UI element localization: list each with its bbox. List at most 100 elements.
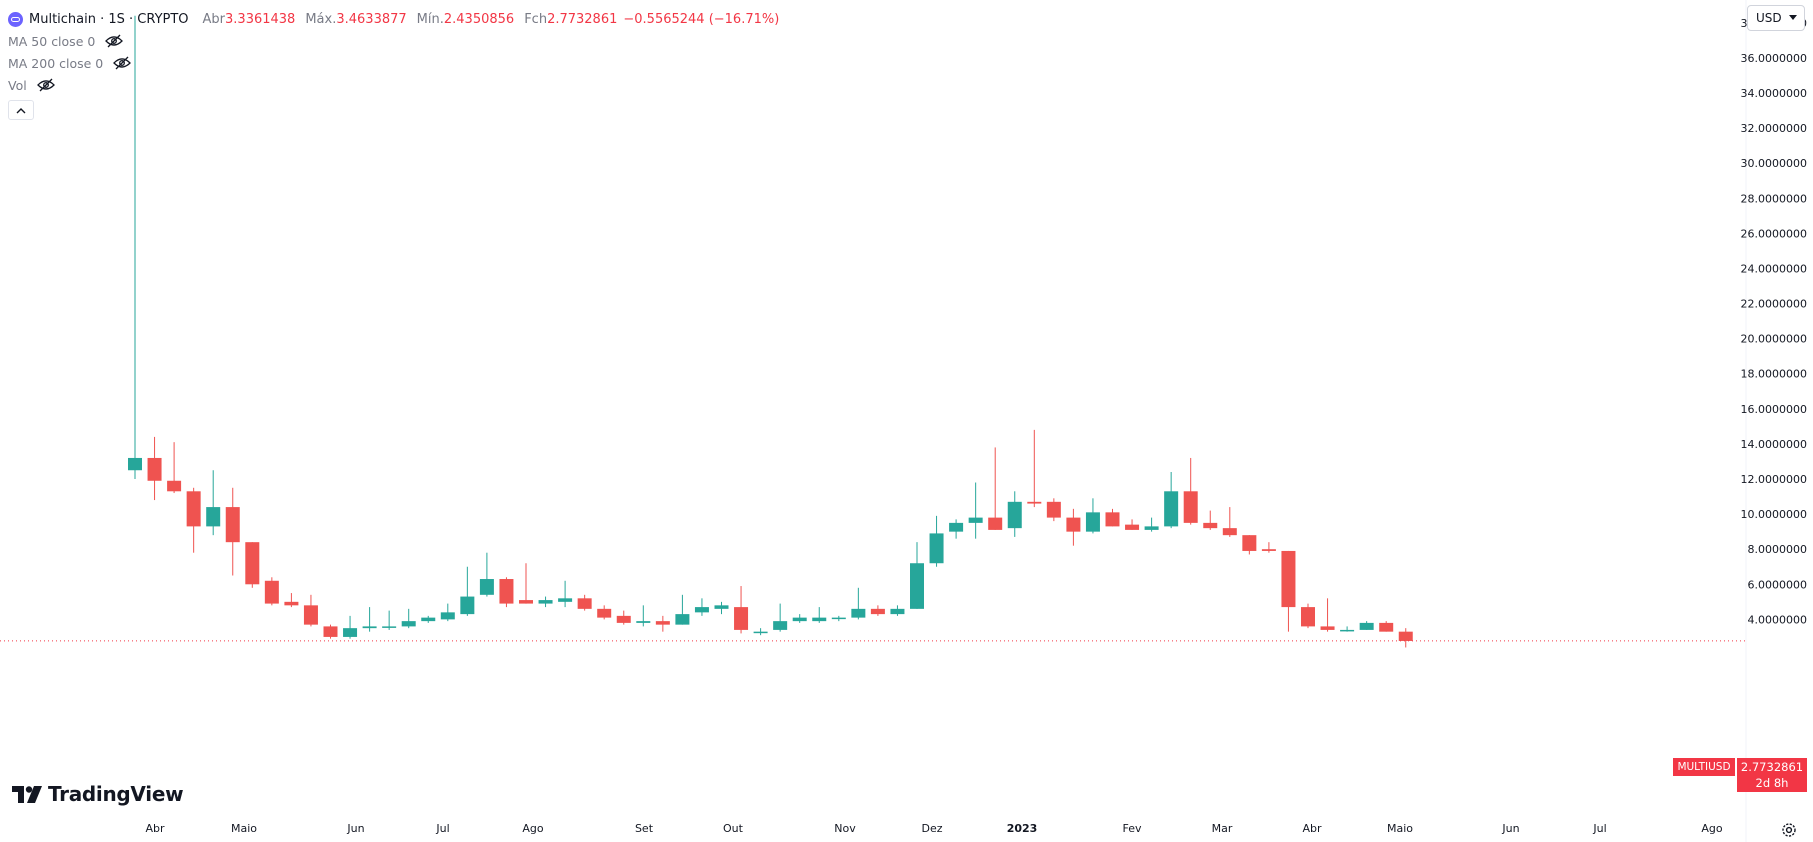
candle[interactable]: [1379, 621, 1394, 632]
candle[interactable]: [1281, 550, 1296, 632]
candle[interactable]: [910, 542, 924, 609]
eye-crossed-icon[interactable]: [113, 56, 132, 70]
candle-body: [753, 631, 768, 634]
candle[interactable]: [1046, 498, 1061, 522]
candle[interactable]: [225, 487, 240, 576]
candle[interactable]: [538, 596, 553, 608]
symbol-ohlc-row: Multichain · 1S · CRYPTO Abr 3.3361438 M…: [8, 8, 785, 30]
candle[interactable]: [929, 515, 944, 567]
candle[interactable]: [655, 615, 670, 632]
symbol-title[interactable]: Multichain · 1S · CRYPTO: [29, 11, 189, 27]
candle[interactable]: [1027, 429, 1042, 508]
price-tick-label: 8.0000000: [1748, 543, 1808, 556]
candle[interactable]: [1398, 628, 1413, 648]
candle[interactable]: [1144, 517, 1159, 532]
candle[interactable]: [1203, 510, 1218, 530]
candles-layer: [128, 15, 1413, 648]
candle[interactable]: [323, 624, 338, 639]
candle[interactable]: [812, 607, 827, 623]
candle[interactable]: [167, 442, 182, 494]
candle[interactable]: [870, 605, 885, 616]
tradingview-logo[interactable]: TradingView: [12, 782, 184, 806]
time-tick-label: Jul: [1592, 822, 1606, 835]
brand-name: TradingView: [48, 782, 184, 806]
candle[interactable]: [382, 610, 397, 630]
candle[interactable]: [499, 577, 514, 608]
candle[interactable]: [440, 603, 455, 622]
candle[interactable]: [1183, 457, 1198, 525]
candle[interactable]: [616, 610, 631, 625]
candle[interactable]: [988, 447, 1003, 530]
candle[interactable]: [186, 487, 201, 553]
candle-body: [1379, 622, 1394, 632]
candle[interactable]: [890, 605, 905, 616]
settings-gear-icon[interactable]: [1781, 822, 1797, 838]
candle-body: [1066, 517, 1081, 532]
candle-body: [1222, 528, 1237, 536]
candle[interactable]: [1085, 498, 1100, 534]
candle[interactable]: [675, 594, 690, 625]
candle[interactable]: [1340, 626, 1355, 632]
candle[interactable]: [362, 607, 377, 632]
candle[interactable]: [851, 587, 866, 620]
candle[interactable]: [831, 615, 846, 622]
candle[interactable]: [636, 605, 651, 627]
price-tick-label: 24.0000000: [1741, 262, 1807, 275]
candle[interactable]: [264, 577, 279, 606]
candle[interactable]: [773, 603, 788, 632]
eye-crossed-icon[interactable]: [105, 34, 124, 48]
candle[interactable]: [245, 542, 260, 588]
candle[interactable]: [1105, 508, 1120, 527]
candle[interactable]: [1261, 542, 1276, 553]
candle[interactable]: [577, 594, 592, 611]
candle[interactable]: [714, 601, 729, 615]
candle[interactable]: [1242, 535, 1257, 555]
indicator-ma200[interactable]: MA 200 close 0: [8, 52, 785, 74]
candle-body: [1203, 522, 1218, 529]
candle[interactable]: [1125, 519, 1140, 530]
indicator-ma50[interactable]: MA 50 close 0: [8, 30, 785, 52]
candle[interactable]: [128, 15, 142, 480]
close-value: 2.7732861: [547, 11, 618, 27]
currency-select[interactable]: USD: [1747, 5, 1805, 31]
candle[interactable]: [460, 566, 475, 616]
collapse-legend-button[interactable]: [8, 100, 34, 120]
candle-body: [1105, 512, 1120, 527]
candle[interactable]: [343, 615, 358, 639]
candle[interactable]: [968, 482, 983, 539]
candle-body: [597, 608, 612, 618]
candle[interactable]: [1007, 491, 1022, 537]
candle[interactable]: [421, 615, 436, 623]
price-axis[interactable]: 38.000000036.000000034.000000032.0000000…: [1741, 17, 1807, 627]
time-tick-label: Ago: [1701, 822, 1723, 835]
price-tick-label: 26.0000000: [1741, 227, 1807, 240]
candle[interactable]: [753, 628, 768, 636]
candle[interactable]: [519, 563, 533, 604]
candle-body: [421, 617, 436, 622]
candle[interactable]: [401, 608, 416, 629]
candle[interactable]: [1359, 621, 1374, 630]
candle[interactable]: [1301, 603, 1315, 629]
candle[interactable]: [303, 594, 318, 627]
candle[interactable]: [1222, 507, 1237, 537]
candle[interactable]: [597, 605, 612, 620]
candle[interactable]: [694, 598, 709, 616]
candle[interactable]: [792, 614, 807, 623]
candle[interactable]: [949, 519, 964, 539]
candle[interactable]: [147, 436, 162, 501]
time-tick-label: Dez: [921, 822, 942, 835]
time-axis[interactable]: Abr Maio Jun Jul Ago Set Out Nov Dez 2023 Fev Mar Ab…: [145, 822, 1722, 835]
candle[interactable]: [734, 586, 749, 634]
high-label: Máx.: [305, 11, 337, 27]
candle[interactable]: [1320, 598, 1335, 632]
candle[interactable]: [479, 552, 494, 597]
indicator-vol[interactable]: Vol: [8, 74, 785, 96]
candle[interactable]: [284, 593, 299, 608]
candle[interactable]: [1066, 508, 1081, 546]
candle[interactable]: [206, 470, 221, 536]
candle[interactable]: [558, 580, 573, 608]
eye-crossed-icon[interactable]: [36, 78, 55, 92]
candle-body: [440, 612, 455, 620]
candle[interactable]: [1164, 471, 1179, 529]
